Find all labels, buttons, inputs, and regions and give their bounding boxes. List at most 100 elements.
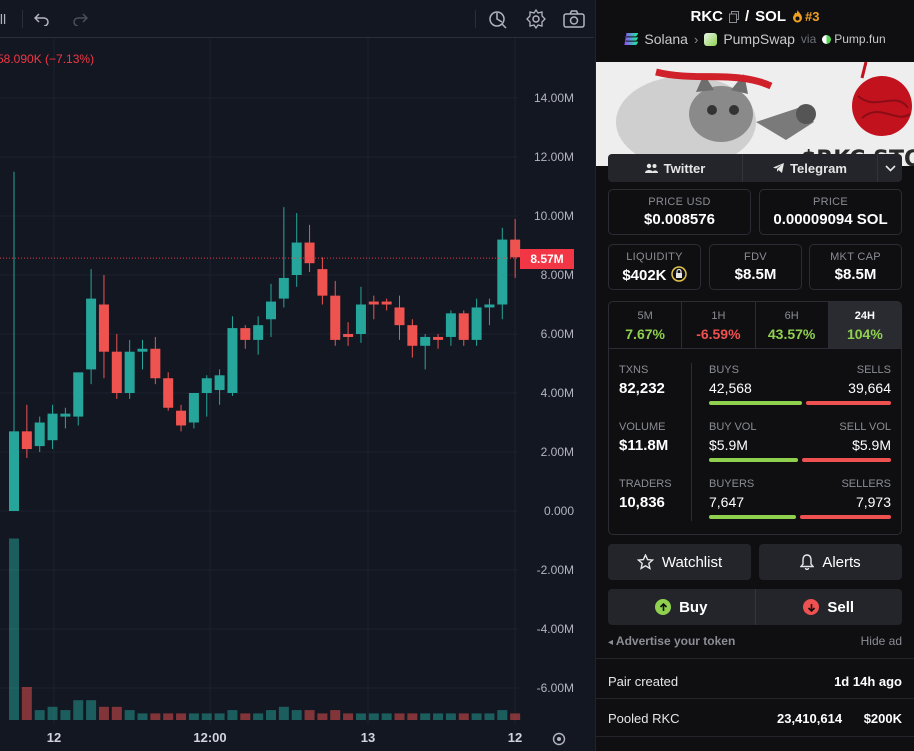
star-icon <box>636 554 654 570</box>
candle-body <box>381 301 392 305</box>
candle-body <box>291 242 302 275</box>
chain-link[interactable]: Solana <box>644 31 688 47</box>
camera-icon[interactable] <box>562 7 586 31</box>
candle-body <box>343 334 354 337</box>
lock-icon[interactable] <box>670 266 687 282</box>
candle-body <box>407 325 418 346</box>
launchpad-link[interactable]: Pump.fun <box>834 32 886 46</box>
candle-body <box>111 351 122 393</box>
volume-bar <box>368 713 379 720</box>
volume-bar <box>471 713 482 720</box>
volume-bar <box>291 710 302 720</box>
sells-bar-fill <box>805 401 891 405</box>
volume-bar <box>137 713 148 720</box>
tab-5m[interactable]: 5M 7.67% <box>609 302 683 348</box>
y-axis-tick-label: 10.00M <box>534 209 574 223</box>
pair-title: RKC / SOL #3 <box>596 8 914 25</box>
candle-body <box>227 328 238 393</box>
tab-24h[interactable]: 24H 104% <box>828 302 901 348</box>
tab-6h[interactable]: 6H 43.57% <box>756 302 829 348</box>
volume-bar <box>73 700 84 720</box>
x-axis-tick-label: 12 <box>47 730 61 745</box>
twitter-button[interactable]: Twitter <box>608 154 743 182</box>
volume-bar <box>98 706 109 720</box>
interval-menu[interactable]: ll <box>0 11 7 27</box>
arrow-up-icon <box>655 599 672 615</box>
alerts-button[interactable]: Alerts <box>759 544 902 580</box>
pair-header: RKC / SOL #3 Solana › PumpSwap via Pump.… <box>596 0 914 62</box>
candle-body <box>266 301 276 320</box>
undo-icon[interactable] <box>32 7 52 31</box>
candle-body <box>420 336 431 346</box>
people-icon <box>644 163 658 173</box>
indicators-icon[interactable] <box>487 7 509 31</box>
hide-ad-link[interactable]: Hide ad <box>860 634 902 648</box>
redo-icon[interactable] <box>70 7 90 31</box>
chain-breadcrumb: Solana › PumpSwap via Pump.fun <box>596 31 914 47</box>
axis-settings-icon[interactable] <box>552 732 566 746</box>
liquidity-value: $402K <box>609 266 700 284</box>
candle-body <box>214 375 225 391</box>
candle-body <box>330 295 341 340</box>
volume-bar <box>381 713 392 720</box>
price-usd-value: $0.008576 <box>644 211 715 228</box>
buyers-bar-fill <box>709 515 797 519</box>
x-axis-tick-label: 13 <box>361 730 375 745</box>
candle-body <box>34 422 45 447</box>
chart-toolbar: ll <box>0 0 594 38</box>
sellers-bar-fill <box>800 515 891 519</box>
y-axis-tick-label: 14.00M <box>534 91 574 105</box>
candle-body <box>304 242 315 264</box>
candle-body <box>9 431 19 511</box>
x-axis-tick-label: 12 <box>508 730 522 745</box>
x-axis-tick-label: 12:00 <box>193 730 226 745</box>
sell-button[interactable]: Sell <box>756 589 903 625</box>
social-links: Twitter Telegram <box>608 154 902 182</box>
trending-rank: #3 <box>805 9 820 24</box>
candle-body <box>240 328 251 340</box>
volume-bar <box>21 687 32 720</box>
liquidity-label: LIQUIDITY <box>626 251 683 263</box>
chevron-down-icon[interactable] <box>878 154 902 182</box>
candle-body <box>60 413 71 417</box>
copy-icon[interactable] <box>729 10 739 23</box>
traders-stat: TRADERS 10,836 <box>619 478 672 511</box>
volume-bar <box>9 538 19 720</box>
telegram-icon <box>773 163 785 173</box>
liquidity-box: LIQUIDITY $402K <box>608 244 701 290</box>
watchlist-button[interactable]: Watchlist <box>608 544 751 580</box>
volume-bar <box>163 713 174 720</box>
ad-row: ◂ Advertise your token Hide ad <box>608 634 902 648</box>
volume-bar <box>394 713 405 720</box>
price-native-value: 0.00009094 SOL <box>773 211 888 228</box>
transactions-stats: TXNS 82,232 VOLUME $11.8M TRADERS 10,836… <box>608 349 902 535</box>
candle-body <box>137 348 148 352</box>
gear-icon[interactable] <box>525 7 547 31</box>
buy-button[interactable]: Buy <box>608 589 756 625</box>
tab-1h[interactable]: 1H -6.59% <box>682 302 756 348</box>
price-native-box: PRICE 0.00009094 SOL <box>759 189 902 235</box>
chart-area[interactable]: 14.00M 12.00M 10.00M 8.00M 6.00M 4.00M 2.00M 0.… <box>0 0 594 751</box>
flame-icon <box>792 10 803 23</box>
axis-settings-icon <box>557 737 561 741</box>
mktcap-label: MKT CAP <box>830 251 881 263</box>
candle-body <box>394 307 405 326</box>
dex-link[interactable]: PumpSwap <box>723 31 795 47</box>
advertise-link[interactable]: ◂ Advertise your token <box>608 634 736 648</box>
volume-bar <box>445 713 456 720</box>
volume-bar <box>317 713 328 720</box>
volume-bar <box>47 706 58 720</box>
volume-bar <box>484 713 495 720</box>
y-axis-tick-label: -2.00M <box>537 563 574 577</box>
candle-body <box>73 372 84 417</box>
fdv-label: FDV <box>744 251 767 263</box>
buy-label: Buy <box>679 598 708 616</box>
telegram-button[interactable]: Telegram <box>743 154 878 182</box>
price-chart[interactable]: 14.00M 12.00M 10.00M 8.00M 6.00M 4.00M 2.00M 0.… <box>0 0 594 751</box>
volume-bar <box>34 710 45 720</box>
buys-bar-fill <box>709 401 802 405</box>
buys-sells-stat: BUYS SELLS 42,568 39,664 <box>709 364 891 405</box>
solana-icon <box>624 33 639 45</box>
chevron-right-icon: › <box>693 31 699 47</box>
candle-body <box>368 301 379 305</box>
